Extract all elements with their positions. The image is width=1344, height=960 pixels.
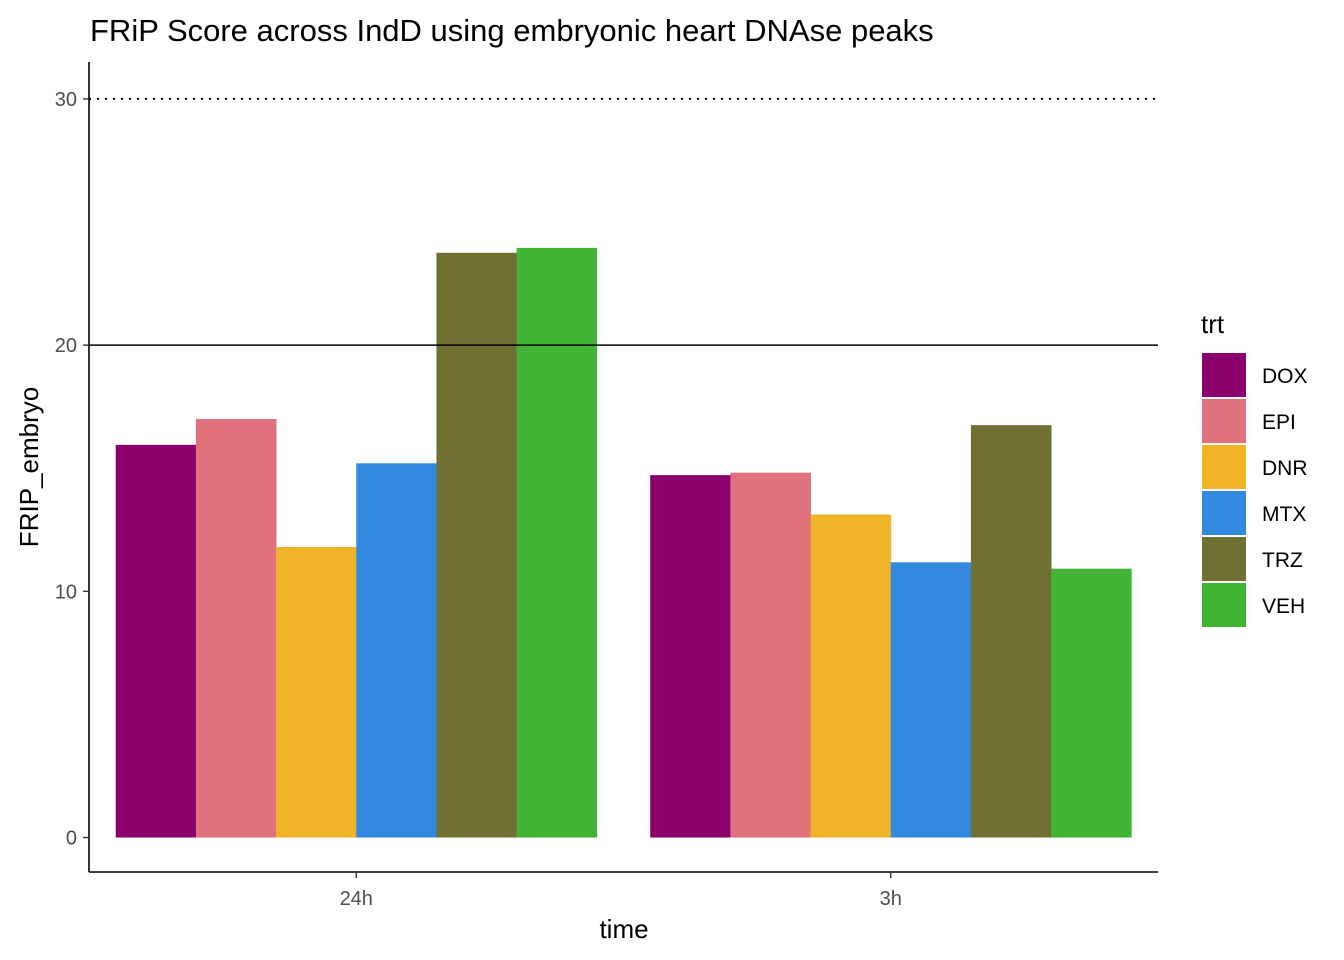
bar-dox-24h — [115, 444, 197, 838]
bar-dnr-3h — [810, 514, 892, 838]
y-tick-label: 0 — [66, 828, 77, 850]
legend-label-dnr: DNR — [1262, 457, 1308, 480]
legend-title: trt — [1201, 309, 1225, 339]
bar-veh-24h — [516, 247, 598, 838]
legend-label-trz: TRZ — [1262, 549, 1303, 572]
legend-label-dox: DOX — [1262, 365, 1308, 388]
y-tick-label: 10 — [55, 581, 77, 603]
legend-label-mtx: MTX — [1262, 503, 1306, 526]
legend-key-mtx — [1202, 491, 1246, 535]
y-axis-ticks: 0 10 20 30 — [55, 89, 89, 850]
bar-mtx-24h — [356, 463, 437, 838]
chart-title: FRiP Score across IndD using embryonic h… — [90, 13, 934, 48]
plot-area — [89, 97, 1158, 838]
legend-label-epi: EPI — [1262, 411, 1296, 434]
legend-label-veh: VEH — [1262, 595, 1305, 618]
legend-key-dox — [1202, 353, 1246, 397]
bar-trz-3h — [970, 425, 1052, 838]
bar-dox-3h — [650, 475, 731, 838]
bar-trz-24h — [436, 252, 517, 838]
legend-key-trz — [1202, 537, 1246, 581]
legend-key-epi — [1202, 399, 1246, 443]
bar-epi-24h — [195, 418, 277, 838]
bar-veh-3h — [1051, 568, 1132, 838]
x-axis-ticks: 24h 3h — [340, 872, 902, 910]
bar-epi-3h — [730, 472, 811, 838]
legend-key-veh — [1202, 583, 1246, 627]
x-axis-title: time — [599, 914, 648, 944]
y-tick-label: 20 — [55, 335, 77, 357]
y-tick-label: 30 — [55, 89, 77, 111]
y-axis-title: FRIP_embryo — [14, 387, 44, 547]
bar-dnr-24h — [276, 547, 357, 838]
x-tick-label: 3h — [880, 888, 902, 910]
x-tick-label: 24h — [340, 888, 373, 910]
bar-mtx-3h — [890, 562, 972, 838]
legend-key-dnr — [1202, 445, 1246, 489]
legend: trt DOX EPI DNR MTX TRZ VEH — [1201, 309, 1308, 627]
